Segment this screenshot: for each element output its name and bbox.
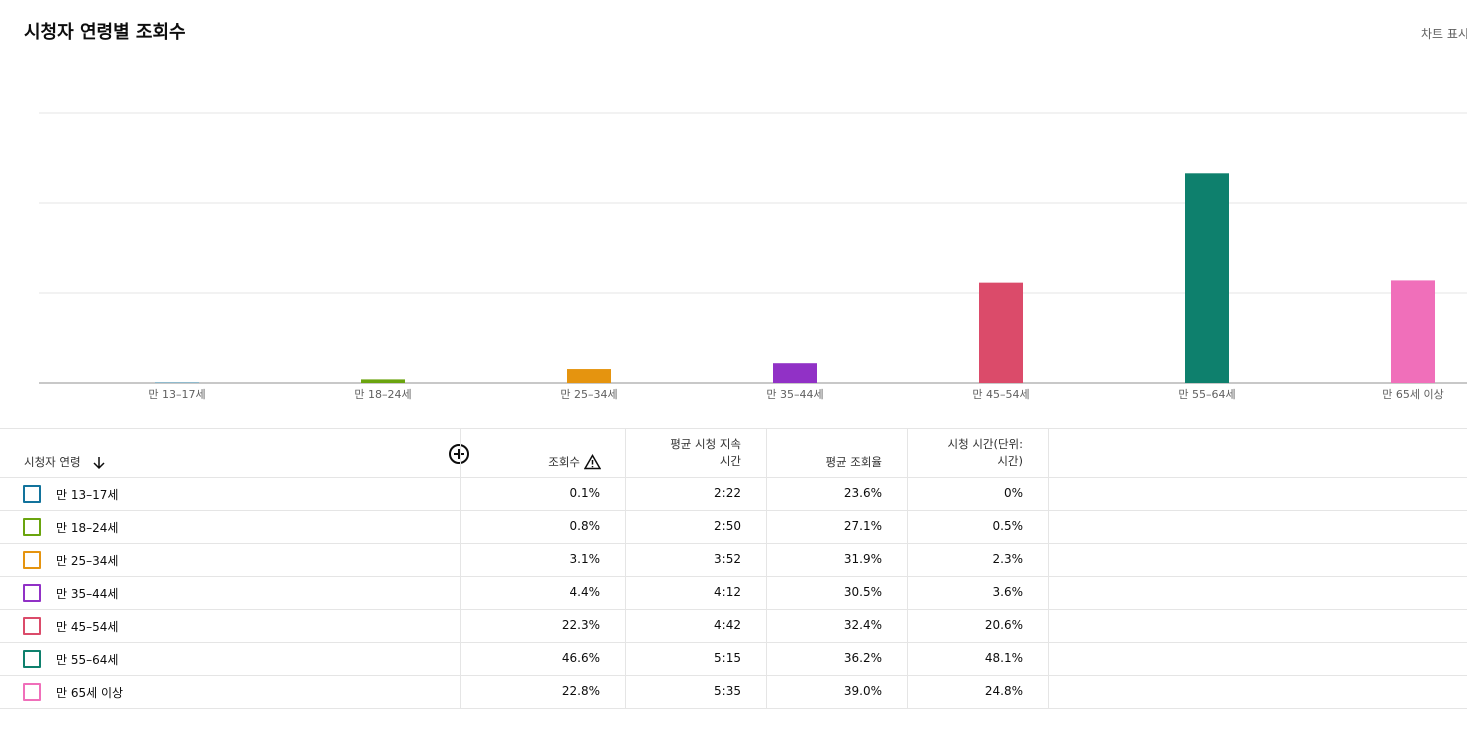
series-checkbox[interactable] <box>23 551 41 569</box>
cell: 4:42 <box>714 618 741 632</box>
cell: 0.5% <box>992 519 1024 533</box>
column-header[interactable]: 시간) <box>997 454 1023 468</box>
row-label: 만 65세 이상 <box>56 686 124 700</box>
cell: 0.1% <box>569 486 601 500</box>
cell: 32.4% <box>843 618 882 632</box>
column-border <box>625 428 626 709</box>
column-border <box>1048 428 1049 709</box>
cell: 0.8% <box>569 519 601 533</box>
bar <box>567 369 611 383</box>
page-title: 시청자 연령별 조회수 <box>24 22 186 43</box>
series-checkbox[interactable] <box>23 683 41 701</box>
x-tick-label: 만 45–54세 <box>972 388 1029 401</box>
row-border <box>0 477 1467 478</box>
bar <box>1185 173 1229 383</box>
cell: 3.6% <box>992 585 1024 599</box>
row-border <box>0 675 1467 676</box>
column-header[interactable]: 평균 조회율 <box>825 455 882 469</box>
cell: 2.3% <box>992 552 1024 566</box>
column-border <box>460 428 461 709</box>
bar <box>1391 280 1435 383</box>
chart-toggle[interactable]: 차트 표시 <box>1421 27 1467 41</box>
cell: 0% <box>1003 486 1023 500</box>
cell: 20.6% <box>984 618 1023 632</box>
row-label: 만 25–34세 <box>56 554 119 568</box>
series-checkbox[interactable] <box>23 485 41 503</box>
x-tick-label: 만 35–44세 <box>766 388 823 401</box>
cell: 4.4% <box>569 585 601 599</box>
x-tick-label: 만 65세 이상 <box>1382 388 1443 401</box>
series-checkbox[interactable] <box>23 518 41 536</box>
bar <box>773 363 817 383</box>
column-header[interactable]: 시청자 연령 <box>24 455 81 469</box>
row-label: 만 35–44세 <box>56 587 119 601</box>
x-tick-label: 만 13–17세 <box>148 388 205 401</box>
x-tick-label: 만 25–34세 <box>560 388 617 401</box>
cell: 24.8% <box>984 684 1023 698</box>
cell: 4:12 <box>714 585 741 599</box>
cell: 3:52 <box>714 552 741 566</box>
bar <box>979 282 1023 383</box>
cell: 36.2% <box>843 651 882 665</box>
row-label: 만 55–64세 <box>56 653 119 667</box>
cell: 30.5% <box>843 585 882 599</box>
column-header[interactable]: 평균 시청 지속 <box>670 437 741 451</box>
chart: 만 13–17세 만 18–24세 만 25–34세 만 35–44세 만 45–54세… <box>39 112 1467 401</box>
row-border <box>0 576 1467 577</box>
series-checkbox[interactable] <box>23 650 41 668</box>
column-border <box>907 428 908 709</box>
cell: 48.1% <box>984 651 1023 665</box>
column-header[interactable]: 시간 <box>719 454 741 468</box>
x-tick-label: 만 18–24세 <box>354 388 411 401</box>
row-label: 만 45–54세 <box>56 620 119 634</box>
row-border <box>0 510 1467 511</box>
cell: 39.0% <box>843 684 882 698</box>
bar <box>361 379 405 383</box>
warning-icon[interactable] <box>584 454 601 470</box>
row-label: 만 18–24세 <box>56 521 119 535</box>
cell: 22.3% <box>561 618 600 632</box>
cell: 2:50 <box>714 519 741 533</box>
series-checkbox[interactable] <box>23 584 41 602</box>
column-header[interactable]: 조회수 <box>548 455 580 469</box>
cell: 2:22 <box>714 486 741 500</box>
column-border <box>766 428 767 709</box>
cell: 22.8% <box>561 684 600 698</box>
row-border <box>0 543 1467 544</box>
cell: 23.6% <box>843 486 882 500</box>
row-label: 만 13–17세 <box>56 488 119 502</box>
cell: 3.1% <box>569 552 601 566</box>
cell: 5:15 <box>714 651 741 665</box>
add-metric-button[interactable] <box>448 443 470 465</box>
row-border <box>0 708 1467 709</box>
cell: 46.6% <box>561 651 600 665</box>
row-border <box>0 642 1467 643</box>
cell: 31.9% <box>843 552 882 566</box>
column-header[interactable]: 시청 시간(단위: <box>947 437 1024 451</box>
series-checkbox[interactable] <box>23 617 41 635</box>
cell: 5:35 <box>714 684 741 698</box>
sort-arrow[interactable] <box>92 456 106 470</box>
table-border <box>0 428 1467 429</box>
row-border <box>0 609 1467 610</box>
cell: 27.1% <box>843 519 882 533</box>
x-tick-label: 만 55–64세 <box>1178 388 1235 401</box>
